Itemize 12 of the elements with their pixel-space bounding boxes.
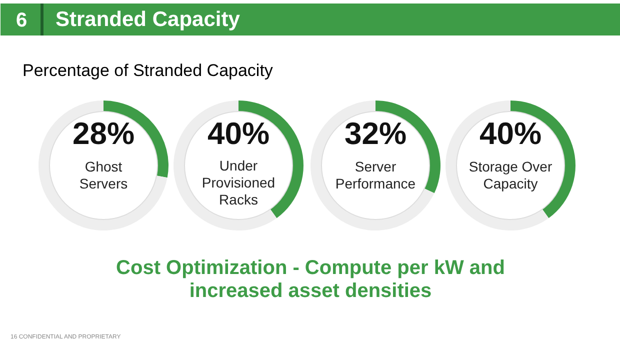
- text: Percentage of Stranded Capacity: [22, 61, 274, 80]
- text: Storage Over Capacity: [468, 158, 552, 192]
- text: Ghost Servers: [79, 158, 128, 192]
- text: Server Performance: [335, 158, 416, 192]
- data-label: 32%: [344, 116, 407, 151]
- text: Stranded Capacity: [56, 8, 240, 31]
- data-label: 28%: [72, 116, 135, 151]
- text: Cost Optimization - Compute per kW and increased asset densities: [116, 256, 505, 302]
- text: 6: [16, 10, 28, 32]
- data-label: 40%: [479, 116, 542, 151]
- text: Under Provisioned Racks: [202, 158, 276, 208]
- data-label: 40%: [207, 116, 270, 151]
